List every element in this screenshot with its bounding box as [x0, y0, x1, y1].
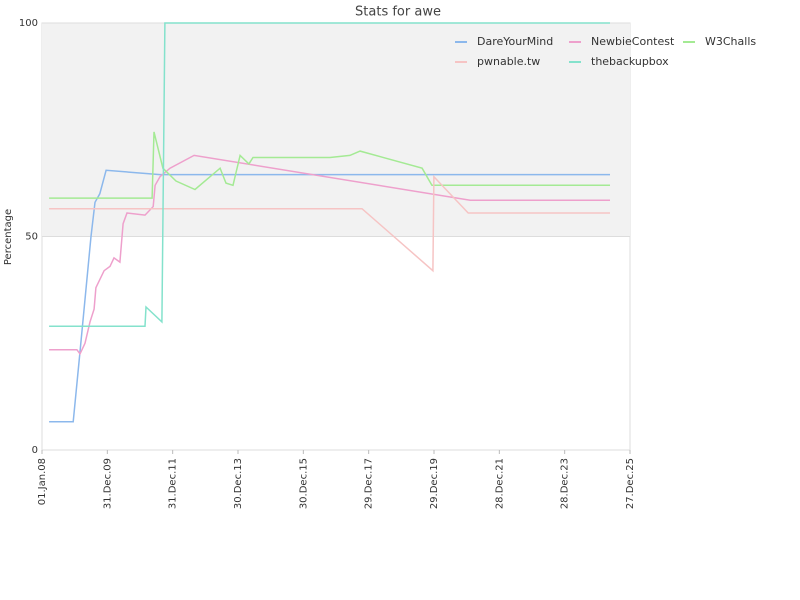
y-tick-label: 0: [32, 445, 38, 456]
x-tick-label: 28.Dec.21: [494, 458, 505, 509]
legend-label: W3Challs: [705, 35, 756, 48]
grid: [41, 22, 631, 451]
x-tick-label: 29.Dec.17: [364, 458, 375, 509]
series-line: [49, 174, 610, 273]
y-tick-label: 100: [19, 18, 38, 29]
x-tick-label: 30.Dec.15: [298, 458, 309, 509]
x-tick-label: 29.Dec.19: [429, 458, 440, 509]
x-tick-label: 27.Dec.25: [625, 458, 636, 509]
x-tick-label: 28.Dec.23: [560, 458, 571, 509]
series-line: [49, 169, 610, 423]
x-tick-label: 01.Jan.08: [37, 458, 48, 505]
x-tick-label: 30.Dec.13: [233, 458, 244, 509]
legend-label: NewbieContest: [591, 35, 675, 48]
series-line: [49, 22, 610, 327]
legend-label: DareYourMind: [477, 35, 553, 48]
series-line: [49, 131, 610, 199]
chart-title: Stats for awe: [355, 5, 441, 20]
y-axis-label: Percentage: [3, 209, 14, 265]
x-tick-label: 31.Dec.09: [102, 458, 113, 509]
x-tick-label: 31.Dec.11: [168, 458, 179, 509]
grid-band: [42, 23, 630, 237]
legend-label: thebackupbox: [591, 55, 669, 68]
legend-label: pwnable.tw: [477, 55, 540, 68]
y-tick-label: 50: [25, 232, 38, 243]
